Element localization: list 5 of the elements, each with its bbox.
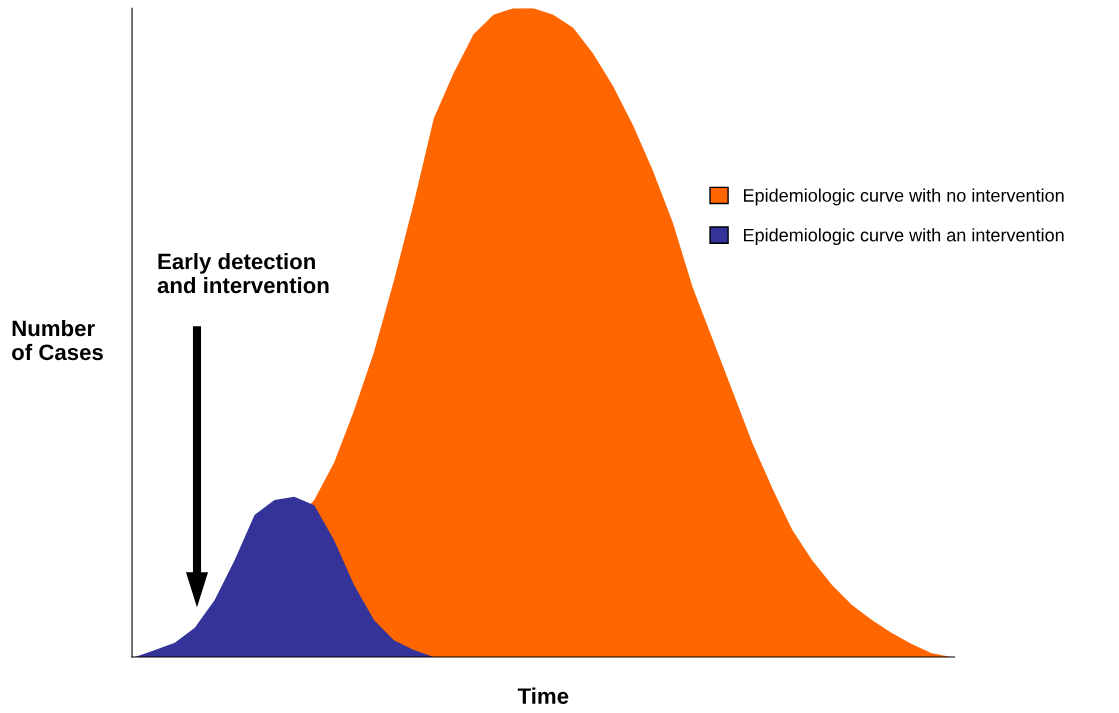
x-axis-title: Time [517,687,569,704]
legend-label: Epidemiologic curve with an intervention [744,228,1064,246]
legend-label: Epidemiologic curve with no intervention [744,188,1064,206]
y-axis-title: Number of Cases [12,319,103,361]
annotation: Early detection and intervention [157,253,329,294]
